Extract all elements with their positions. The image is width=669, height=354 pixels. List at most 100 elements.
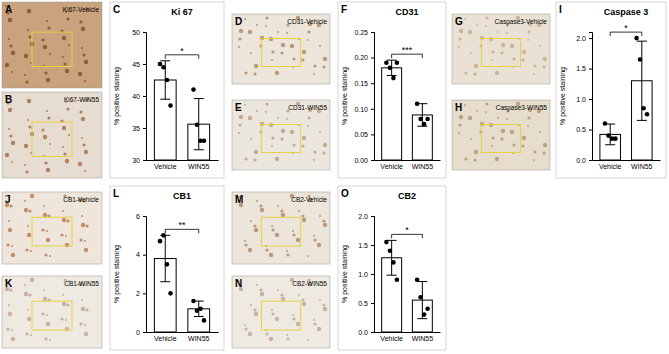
data-point [191, 87, 196, 92]
stain-speck [11, 161, 13, 163]
stain-speck [280, 137, 283, 140]
x-axis-line [593, 160, 661, 161]
stain-speck [302, 302, 306, 306]
stain-speck [46, 230, 48, 232]
stain-speck [260, 208, 264, 212]
data-point [415, 278, 420, 283]
stain-speck [27, 29, 29, 31]
stain-speck [11, 245, 13, 247]
stain-speck [470, 138, 472, 140]
plot-area [382, 60, 433, 160]
significance-label: *** [402, 45, 413, 55]
data-point [391, 260, 396, 265]
stain-speck [290, 130, 294, 134]
y-tick-mark [371, 274, 374, 275]
stain-speck [277, 31, 279, 33]
y-tick: 2.0 [358, 213, 374, 220]
y-tick: 0.0 [358, 329, 374, 336]
y-tick-label: 0.00 [354, 157, 368, 164]
stain-speck [275, 317, 279, 321]
data-point [422, 122, 427, 127]
stain-speck [8, 312, 12, 316]
y-tick: 1.0 [576, 96, 592, 103]
error-bar [387, 240, 397, 275]
y-tick-mark [371, 245, 374, 246]
y-tick-label: 0.0 [576, 157, 586, 164]
stain-speck [47, 26, 50, 29]
y-tick: 0 [136, 329, 146, 336]
image-background [2, 192, 102, 264]
stain-speck [527, 125, 529, 127]
panel-letter: J [5, 194, 11, 205]
stain-speck [84, 170, 86, 172]
x-tick: Vehicle [380, 160, 403, 170]
stain-speck [253, 158, 256, 161]
stain-speck [290, 44, 294, 48]
stain-speck [65, 235, 67, 237]
stain-speck [27, 119, 29, 121]
panel-letter: D [235, 16, 242, 27]
stain-speck [27, 309, 29, 311]
data-point [195, 123, 200, 128]
panel-letter: O [341, 188, 349, 199]
stain-speck [27, 225, 29, 227]
stain-speck [271, 228, 274, 231]
x-axis-line [147, 332, 219, 333]
y-tick-label: 0.10 [354, 106, 368, 113]
stain-speck [533, 73, 535, 75]
chart-panel: ICaspase 3% positive staining0.00.51.01.… [556, 2, 666, 178]
stain-speck [49, 339, 51, 341]
stain-speck [43, 205, 45, 207]
image-label: Ki67-WIN55 [64, 96, 99, 103]
stain-speck [49, 53, 51, 55]
panel-letter: G [455, 16, 463, 27]
figure: AKi67-VehicleBKi67-WIN55DCD31-VehicleECD… [0, 0, 669, 354]
y-tick-mark [371, 303, 374, 304]
stain-speck [476, 110, 478, 112]
stain-speck [468, 30, 472, 34]
stain-speck [62, 210, 64, 212]
stain-speck [301, 298, 304, 301]
y-tick: 6 [136, 213, 146, 220]
stain-speck [280, 51, 283, 54]
y-tick-mark [589, 69, 592, 70]
stain-speck [527, 30, 530, 33]
stain-speck [510, 44, 514, 48]
selection-box [32, 217, 72, 246]
error-bar [160, 61, 170, 99]
data-point [641, 106, 646, 111]
stain-speck [65, 69, 69, 73]
stain-speck [292, 317, 295, 320]
x-tick: WIN55 [188, 160, 210, 170]
stain-speck [485, 25, 487, 27]
stain-speck [62, 218, 66, 222]
stain-speck [527, 116, 530, 119]
stain-speck [44, 71, 47, 74]
stain-speck [8, 128, 10, 130]
stain-speck [543, 143, 547, 147]
x-tick-label: WIN55 [188, 335, 210, 342]
stain-speck [501, 129, 505, 133]
stain-speck [539, 45, 541, 47]
y-tick-label: 0.20 [354, 54, 368, 61]
x-tick-label: Vehicle [599, 163, 622, 170]
panel-letter: B [5, 94, 12, 105]
stain-speck [313, 238, 316, 241]
y-tick-mark [143, 32, 146, 33]
stain-speck [244, 71, 247, 74]
plot-area [154, 61, 209, 160]
y-tick-label: 1.5 [358, 242, 368, 249]
stain-speck [9, 134, 12, 137]
stain-speck [269, 253, 273, 257]
stain-speck [24, 144, 28, 148]
stain-speck [43, 45, 47, 49]
stain-speck [271, 309, 273, 311]
stain-speck [495, 157, 499, 161]
x-axis-line [375, 160, 441, 161]
stain-speck [78, 72, 82, 76]
stain-speck [81, 47, 83, 49]
stain-speck [238, 123, 241, 126]
stain-speck [292, 57, 295, 60]
stain-speck [79, 322, 82, 325]
data-point [638, 57, 643, 62]
